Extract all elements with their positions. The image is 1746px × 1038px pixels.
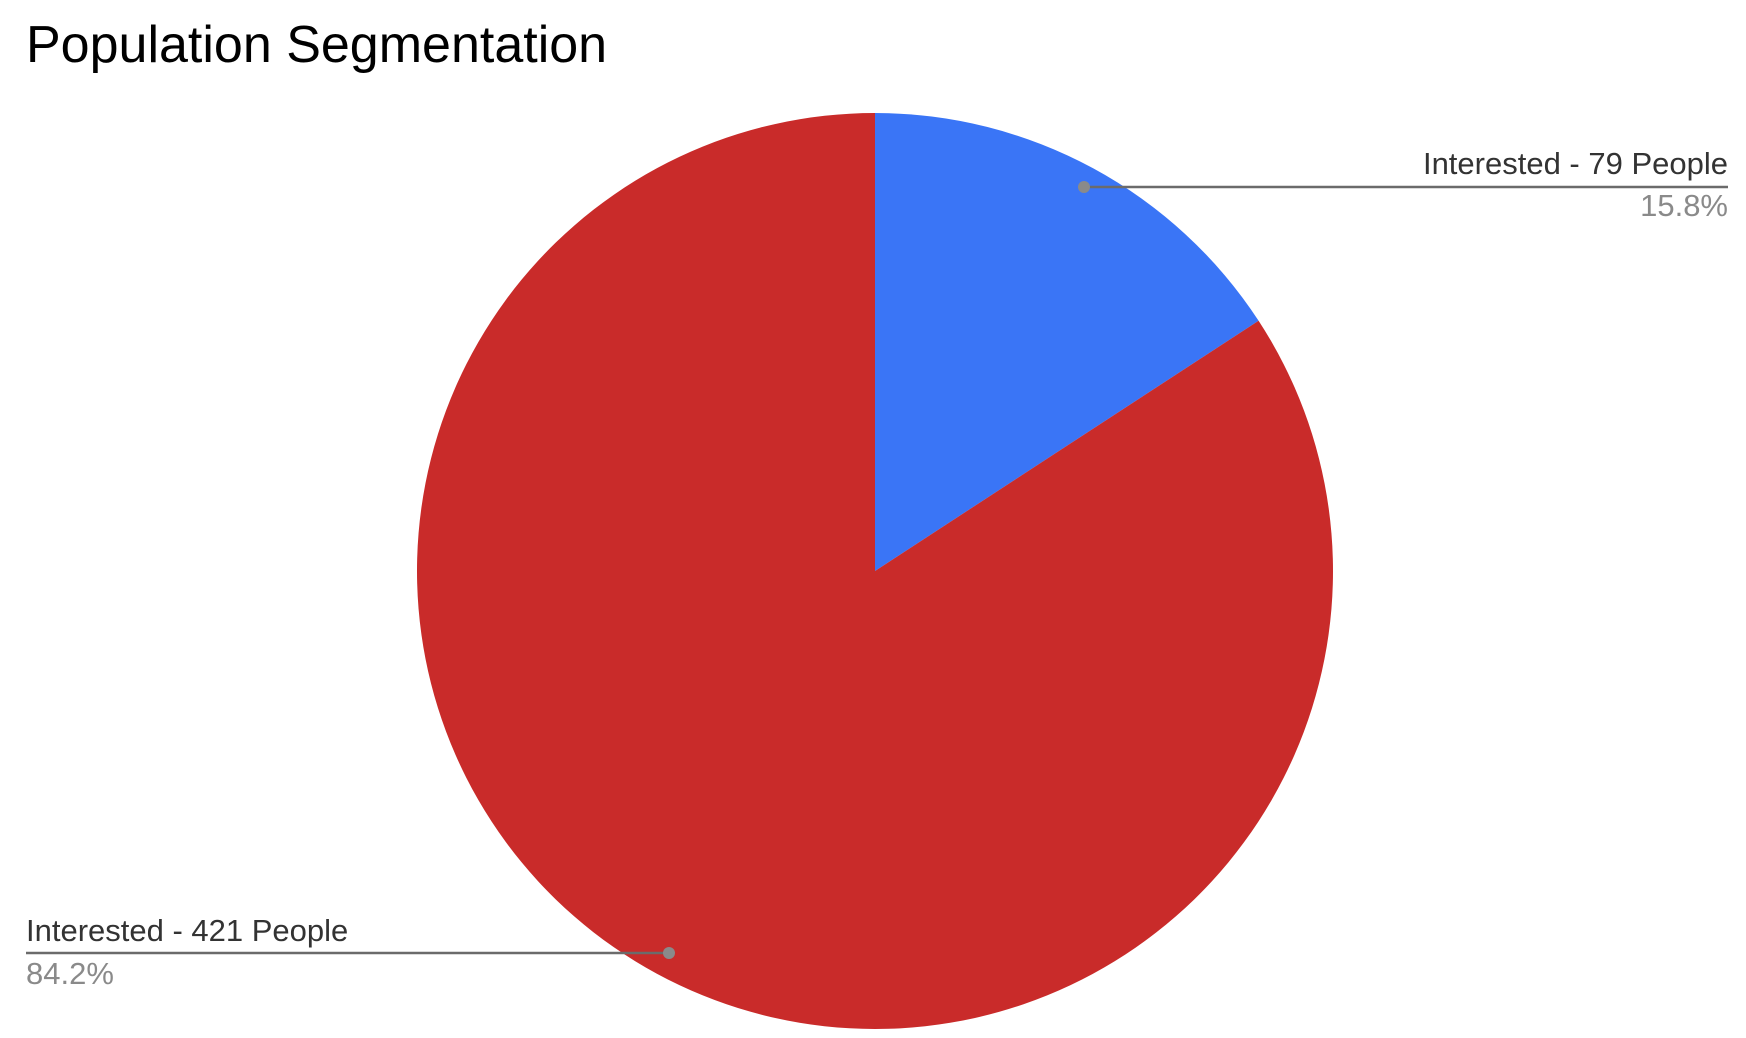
slice-percent-1: 15.8% [1640,188,1728,223]
leader-dot-2 [663,947,675,959]
pie-slices [417,113,1334,1029]
slice-label-text-2: Interested - 421 People [26,913,348,948]
pie-slice-1 [875,113,1259,571]
slice-label-2: Interested - 421 People 84.2% [26,913,675,991]
leader-dot-1 [1078,181,1090,193]
chart-title: Population Segmentation [26,16,607,74]
slice-percent-2: 84.2% [26,956,114,991]
slice-label-text-1: Interested - 79 People [1423,146,1728,181]
pie-slice-2 [417,113,1334,1029]
slice-label-1: Interested - 79 People 15.8% [1078,146,1728,223]
